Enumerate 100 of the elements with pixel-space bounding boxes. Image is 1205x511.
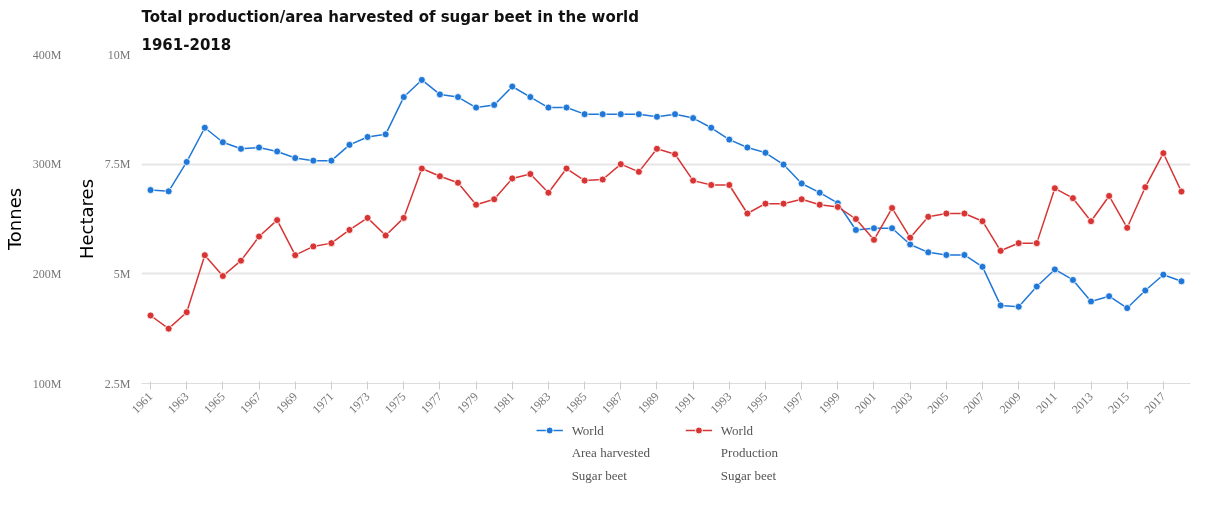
point [164, 187, 173, 196]
point [309, 242, 318, 251]
point [1050, 265, 1059, 274]
point [761, 199, 770, 208]
point [508, 82, 517, 91]
point [779, 199, 788, 208]
point [761, 148, 770, 157]
point [725, 135, 734, 144]
point [381, 231, 390, 240]
y-tick-label: 100M [32, 376, 62, 391]
point [399, 93, 408, 101]
point [1069, 194, 1077, 203]
point [924, 248, 933, 257]
point [200, 251, 209, 260]
point [870, 224, 878, 233]
point [200, 123, 209, 132]
point [1032, 282, 1041, 291]
point [182, 158, 191, 166]
point [797, 195, 806, 204]
point [743, 143, 752, 152]
point [671, 150, 679, 159]
y-tick-label: 200M [32, 266, 62, 281]
point [544, 103, 553, 112]
point [616, 110, 625, 119]
point [309, 156, 318, 165]
point [1159, 149, 1168, 158]
point [490, 101, 499, 109]
point [436, 172, 444, 181]
point [1141, 286, 1150, 295]
point [906, 233, 915, 242]
point [797, 179, 806, 188]
y-axis-title: Tonnes [3, 187, 25, 252]
point [1159, 270, 1168, 279]
point [1105, 292, 1114, 301]
point [562, 164, 571, 173]
point [996, 246, 1005, 255]
point [1105, 192, 1114, 200]
point [436, 90, 444, 99]
point [978, 217, 987, 226]
point [906, 240, 915, 249]
point [653, 112, 661, 121]
point [942, 209, 951, 218]
point [363, 133, 372, 141]
point [960, 209, 969, 218]
point [1050, 184, 1059, 193]
point [1014, 302, 1023, 311]
point [689, 114, 698, 122]
point [1032, 239, 1041, 248]
point [707, 123, 716, 132]
point [725, 181, 734, 189]
point [218, 138, 227, 147]
point [852, 215, 860, 223]
point [327, 239, 336, 248]
point [580, 176, 589, 185]
point [544, 188, 553, 197]
point [237, 144, 245, 153]
point [598, 175, 607, 184]
legend-label: World Area harvested Sugar beet [571, 422, 651, 483]
point [888, 224, 896, 233]
point [526, 170, 535, 178]
point [417, 164, 426, 173]
point [146, 186, 155, 194]
point [146, 311, 155, 320]
y2-axis-title: Hectares [75, 178, 97, 260]
point [381, 130, 390, 139]
point [634, 167, 643, 176]
point [345, 140, 354, 149]
x-tick-label: 1983 [526, 389, 554, 417]
y2-tick-label: 10M [107, 47, 131, 62]
point [1177, 187, 1186, 196]
y-tick-label: 300M [32, 157, 62, 172]
point [454, 178, 462, 187]
point [1141, 183, 1150, 192]
point [1177, 277, 1186, 286]
point [833, 203, 842, 211]
point [255, 143, 263, 152]
x-tick-label: 1971 [309, 389, 337, 417]
point [942, 251, 951, 259]
point [1123, 304, 1132, 312]
point [508, 174, 517, 183]
point [255, 232, 263, 241]
point [417, 76, 426, 84]
point [526, 93, 535, 101]
y2-tick-label: 7.5M [104, 157, 131, 172]
y2-tick-label: 2.5M [104, 376, 131, 391]
point [634, 110, 643, 119]
point [291, 251, 300, 260]
point [1014, 239, 1023, 248]
point [164, 324, 173, 333]
point [1087, 217, 1095, 226]
point [815, 188, 824, 197]
point [345, 226, 354, 234]
point [1087, 297, 1095, 306]
point [996, 301, 1005, 310]
legend-label: World Production Sugar beet [720, 422, 779, 483]
point [273, 216, 282, 224]
point [924, 212, 933, 221]
point [327, 156, 336, 165]
point [182, 308, 191, 317]
point [671, 110, 679, 119]
